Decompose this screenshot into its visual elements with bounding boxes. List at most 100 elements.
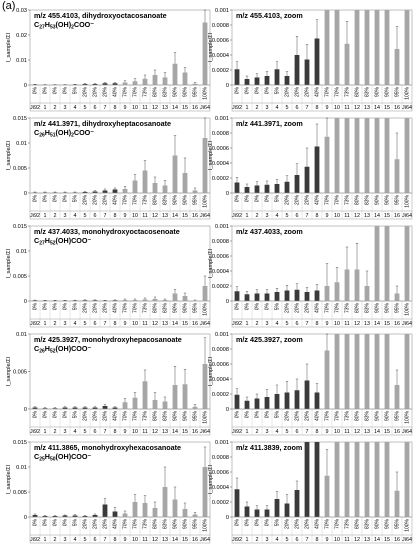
percent-label: 73% <box>345 518 351 529</box>
category-label: 15 <box>384 213 390 219</box>
y-tick-label: 0.0008 <box>212 131 229 137</box>
category-label: 5 <box>286 105 289 111</box>
category-label: 12 <box>152 213 158 219</box>
percent-label: 90% <box>385 86 391 97</box>
category-label: 14 <box>374 537 380 543</box>
y-tick-label: 0.0004 <box>212 161 229 167</box>
category-label: 3 <box>266 105 269 111</box>
category-label: 2 <box>54 537 57 543</box>
category-label: 4 <box>276 429 279 435</box>
bar <box>234 394 240 409</box>
category-label: 12 <box>354 213 360 219</box>
percent-label: 0% <box>63 86 69 94</box>
y-tick-label: 0.01 <box>16 332 27 338</box>
category-label: 12 <box>354 537 360 543</box>
category-label: 16 <box>394 321 400 327</box>
percent-label: 0% <box>53 302 59 310</box>
percent-label: 70% <box>335 518 341 529</box>
bar <box>192 83 198 85</box>
y-tick-label: 0.0002 <box>212 500 229 506</box>
bar <box>254 398 260 409</box>
category-label: 3 <box>266 537 269 543</box>
bar <box>234 489 240 517</box>
percent-label: 20% <box>305 86 311 97</box>
category-label: 8 <box>316 537 319 543</box>
category-label: 15 <box>182 105 188 111</box>
bar <box>264 509 270 517</box>
bar <box>82 300 88 301</box>
bar <box>244 294 250 301</box>
bar <box>152 508 158 517</box>
category-label: 9 <box>124 105 127 111</box>
category-label: 8 <box>114 321 117 327</box>
category-label: 4 <box>276 321 279 327</box>
category-label: Ji92 <box>232 321 242 327</box>
bar <box>162 401 168 409</box>
percent-label: 5% <box>275 410 281 418</box>
bar <box>334 442 340 517</box>
percent-label: 80% <box>355 194 361 205</box>
percent-label: 0% <box>265 194 271 202</box>
percent-label: 90% <box>173 302 179 313</box>
category-label: 9 <box>326 429 329 435</box>
bar <box>404 10 410 85</box>
percent-label: 0% <box>43 518 49 526</box>
category-label: 3 <box>64 321 67 327</box>
bar <box>72 515 78 517</box>
bar <box>132 180 138 193</box>
bar <box>344 269 350 301</box>
category-label: 10 <box>132 537 138 543</box>
category-label: 15 <box>182 537 188 543</box>
percent-label: 70% <box>123 410 129 421</box>
percent-label: 5% <box>275 194 281 202</box>
percent-label: 20% <box>305 410 311 421</box>
y-tick-label: 0.001 <box>215 332 229 338</box>
bar <box>274 499 280 517</box>
category-label: 8 <box>316 105 319 111</box>
bar <box>112 300 118 301</box>
percent-label: 20% <box>93 302 99 313</box>
percent-label: 83% <box>365 194 371 205</box>
category-label: 7 <box>104 213 107 219</box>
bar <box>152 183 158 193</box>
bar <box>364 286 370 301</box>
percent-label: 73% <box>345 86 351 97</box>
category-label: 2 <box>54 105 57 111</box>
y-tick-label: 0.0006 <box>212 362 229 368</box>
y-tick-label: 0.0002 <box>212 392 229 398</box>
percent-label: 95% <box>395 86 401 97</box>
percent-label: 40% <box>113 86 119 97</box>
category-label: 6 <box>296 537 299 543</box>
bar <box>202 364 208 409</box>
percent-label: 90% <box>173 86 179 97</box>
category-label: Ji64 <box>200 213 210 219</box>
bar <box>294 289 300 301</box>
category-label: 2 <box>54 429 57 435</box>
percent-label: 0% <box>265 410 271 418</box>
percent-label: 80% <box>153 518 159 529</box>
category-label: 5 <box>84 429 87 435</box>
bar <box>112 511 118 517</box>
category-label: 13 <box>364 429 370 435</box>
percent-label: 70% <box>335 86 341 97</box>
category-label: 9 <box>326 213 329 219</box>
category-label: 1 <box>44 105 47 111</box>
bar <box>72 300 78 301</box>
category-label: 15 <box>182 213 188 219</box>
bar <box>394 490 400 517</box>
bar <box>324 350 330 409</box>
y-tick-label: 0 <box>24 407 27 413</box>
bar <box>384 226 390 301</box>
category-label: 11 <box>344 105 350 111</box>
percent-label: 90% <box>183 518 189 529</box>
percent-label: 40% <box>315 86 321 97</box>
bar <box>142 78 148 85</box>
category-label: 15 <box>384 537 390 543</box>
percent-label: 20% <box>83 518 89 529</box>
percent-label: 90% <box>385 518 391 529</box>
chart-panel-8: 0 0.0002 0.0004 0.0006 0.0008 0.001 I_sample/Σ… <box>208 332 413 436</box>
bar <box>72 407 78 409</box>
chart-subtitle: C27H53(OH)2COO⁻ <box>34 20 94 31</box>
bar <box>344 43 350 85</box>
category-label: 8 <box>316 213 319 219</box>
